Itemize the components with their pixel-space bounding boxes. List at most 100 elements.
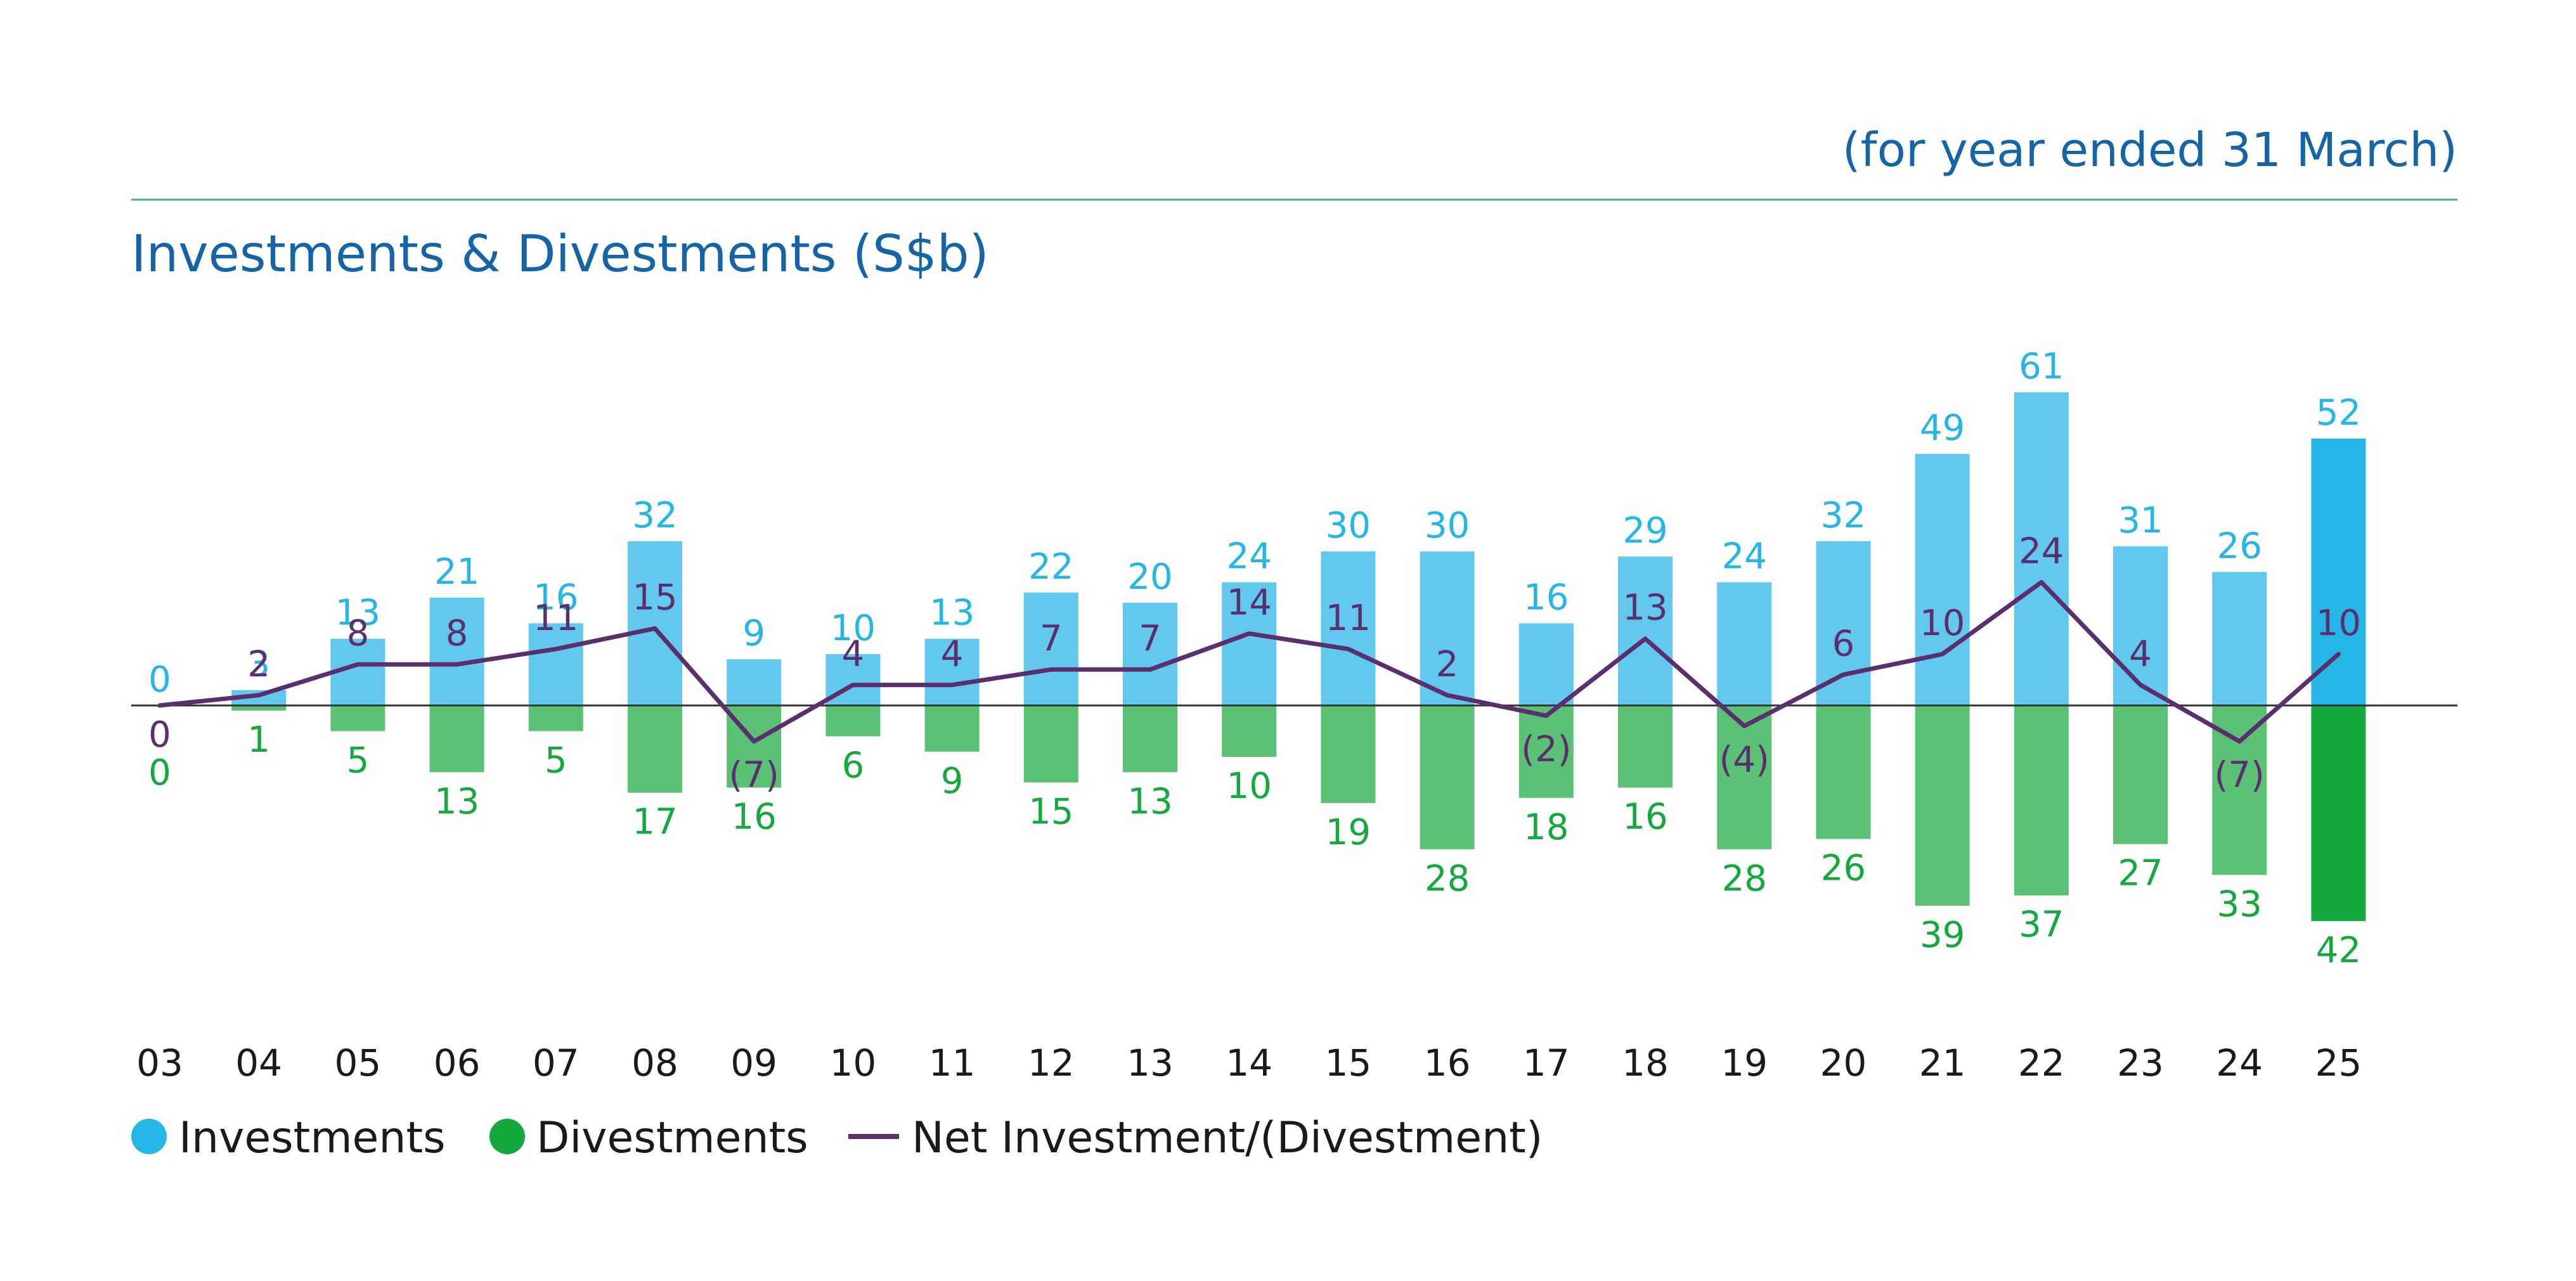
divestment-bar [924, 705, 980, 752]
x-tick-label: 08 [631, 1041, 678, 1085]
investment-bar [1123, 603, 1177, 705]
x-tick-label: 15 [1324, 1041, 1371, 1085]
divestment-bar [2311, 705, 2366, 922]
divestment-bar [825, 705, 881, 737]
net-value-label: 7 [1040, 618, 1063, 659]
x-tick-label: 16 [1424, 1041, 1471, 1085]
divestment-value-label: 28 [1425, 858, 1470, 899]
divestment-bar [1816, 705, 1871, 839]
divestment-bar [1420, 705, 1475, 849]
investment-bar [1816, 541, 1871, 705]
legend-divestments-swatch [489, 1119, 525, 1154]
net-value-label: 13 [1622, 588, 1667, 629]
x-tick-label: 19 [1721, 1041, 1768, 1085]
legend-investments-label: Investments [179, 1113, 446, 1163]
bars-layer [231, 392, 2366, 922]
investment-value-label: 20 [1127, 557, 1172, 598]
investment-value-label: 24 [1722, 536, 1767, 577]
net-value-label: (7) [729, 755, 779, 796]
investment-bar [2311, 438, 2366, 705]
investment-bar [1618, 557, 1673, 705]
x-tick-label: 07 [533, 1041, 579, 1085]
net-value-label: 10 [1920, 603, 1965, 644]
legend-net-label: Net Investment/(Divestment) [912, 1113, 1543, 1163]
investment-value-label: 52 [2316, 392, 2361, 434]
x-tick-label: 14 [1226, 1041, 1272, 1085]
investment-bar [1717, 582, 1772, 705]
divestment-bar [1717, 705, 1772, 849]
investment-value-label: 13 [335, 593, 380, 634]
divestment-bar [429, 705, 484, 773]
divestment-value-label: 1 [247, 719, 270, 761]
divestment-value-label: 39 [1920, 915, 1965, 956]
net-value-label: 14 [1227, 583, 1272, 624]
divestment-bar [1518, 705, 1574, 798]
investment-bar [429, 597, 484, 705]
divestment-value-label: 9 [941, 761, 964, 802]
divestment-value-label: 13 [434, 781, 479, 822]
net-value-label: 15 [632, 577, 677, 619]
divestment-value-label: 33 [2217, 884, 2262, 925]
investment-value-label: 16 [533, 577, 578, 618]
investment-bar [2014, 392, 2069, 705]
chart-title: Investments & Divestments (S$b) [131, 224, 989, 283]
net-value-label: 11 [1326, 598, 1371, 639]
divestment-value-label: 5 [347, 740, 370, 782]
investment-value-label: 61 [2019, 346, 2064, 387]
net-value-label: 4 [842, 634, 865, 675]
x-tick-label: 13 [1127, 1041, 1174, 1085]
x-tick-label: 03 [136, 1041, 183, 1085]
investment-value-label: 10 [831, 608, 876, 649]
investment-value-label: 0 [148, 659, 171, 700]
investment-value-label: 21 [434, 551, 479, 593]
x-tick-label: 10 [829, 1041, 876, 1085]
net-value-label: 6 [1832, 623, 1855, 664]
investment-bar [924, 638, 980, 705]
divestment-value-label: 13 [1127, 781, 1172, 822]
investment-value-label: 22 [1028, 546, 1073, 588]
net-value-label: 0 [148, 714, 171, 756]
x-tick-label: 17 [1523, 1041, 1570, 1085]
investment-bar [727, 659, 782, 705]
x-tick-label: 20 [1820, 1041, 1867, 1085]
investment-value-label: 29 [1622, 510, 1667, 551]
net-value-label: (4) [1719, 739, 1770, 780]
investment-value-label: 24 [1227, 536, 1272, 577]
divestment-bar [231, 705, 287, 711]
investment-bar [1915, 454, 1970, 705]
divestment-value-label: 16 [1622, 797, 1667, 838]
investment-bar [2113, 546, 2168, 705]
investment-bar [528, 623, 583, 705]
divestment-value-label: 26 [1821, 848, 1866, 889]
divestment-value-label: 19 [1326, 812, 1371, 853]
investment-value-label: 9 [742, 613, 765, 654]
divestment-bar [1123, 705, 1177, 773]
divestment-value-label: 16 [732, 797, 777, 838]
divestment-value-label: 0 [148, 752, 171, 794]
investment-value-label: 32 [632, 495, 677, 536]
divestment-value-label: 6 [842, 745, 865, 787]
period-note: (for year ended 31 March) [1842, 123, 2457, 177]
legend-investments-swatch [131, 1119, 167, 1154]
divestment-value-label: 15 [1028, 792, 1073, 833]
investment-value-label: 49 [1920, 408, 1965, 449]
divestment-value-label: 27 [2118, 853, 2163, 894]
divestment-bar [1915, 705, 1970, 906]
investment-bar [1321, 551, 1376, 705]
investment-bar [1222, 582, 1277, 705]
x-tick-label: 11 [929, 1041, 976, 1085]
divestment-bar [2113, 705, 2168, 844]
net-line-layer [157, 580, 2341, 744]
investment-bar [2212, 572, 2267, 705]
divestment-bar [1321, 705, 1376, 803]
net-value-label: 10 [2316, 603, 2361, 644]
x-tick-label: 04 [235, 1041, 282, 1085]
net-value-label: 11 [533, 598, 578, 639]
x-tick-label: 09 [730, 1041, 777, 1085]
x-tick-label: 22 [2018, 1041, 2065, 1085]
divestment-bar [1023, 705, 1078, 783]
divestment-value-label: 18 [1524, 807, 1569, 848]
net-value-label: 8 [446, 613, 469, 654]
divestment-bar [2212, 705, 2267, 875]
